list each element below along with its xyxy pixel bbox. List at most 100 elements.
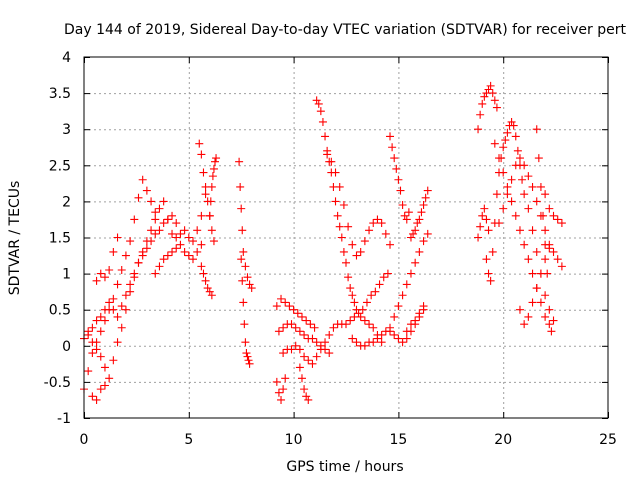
data-point xyxy=(524,172,533,181)
data-point xyxy=(88,323,97,332)
data-point xyxy=(197,240,206,249)
data-point xyxy=(312,338,321,347)
data-point xyxy=(482,215,491,224)
x-tick-label: 15 xyxy=(389,432,407,448)
data-point xyxy=(373,334,382,343)
data-point xyxy=(369,219,378,228)
y-tick-label: 1.5 xyxy=(49,231,71,247)
data-point xyxy=(168,247,177,256)
data-point xyxy=(96,352,105,361)
data-point xyxy=(312,96,321,105)
data-point xyxy=(113,280,122,289)
data-point xyxy=(413,219,422,228)
data-point xyxy=(243,273,252,282)
series-arc-03 xyxy=(88,190,210,404)
data-point xyxy=(323,150,332,159)
data-point xyxy=(151,208,160,217)
data-point xyxy=(499,168,508,177)
data-point xyxy=(207,182,216,191)
data-point xyxy=(117,302,126,311)
data-point xyxy=(88,338,97,347)
data-point xyxy=(520,320,529,329)
data-point xyxy=(484,226,493,235)
data-point xyxy=(100,316,109,325)
data-point xyxy=(168,229,177,238)
data-point xyxy=(377,338,386,347)
data-point xyxy=(295,363,304,372)
data-point xyxy=(394,334,403,343)
data-point xyxy=(241,338,250,347)
data-point xyxy=(392,164,401,173)
data-point xyxy=(515,226,524,235)
y-tick-label: 0.5 xyxy=(49,303,71,319)
data-point xyxy=(541,190,550,199)
data-point xyxy=(360,341,369,350)
data-point xyxy=(503,190,512,199)
data-markers xyxy=(80,81,566,404)
data-point xyxy=(289,305,298,314)
data-point xyxy=(503,128,512,137)
data-point xyxy=(356,247,365,256)
data-point xyxy=(318,117,327,126)
data-point xyxy=(423,229,432,238)
data-point xyxy=(415,309,424,318)
data-point xyxy=(381,229,390,238)
data-point xyxy=(390,330,399,339)
data-point xyxy=(159,197,168,206)
data-point xyxy=(134,193,143,202)
data-point xyxy=(539,211,548,220)
data-point xyxy=(362,298,371,307)
series-arc-28 xyxy=(495,154,566,271)
data-point xyxy=(302,316,311,325)
data-point xyxy=(121,251,130,260)
data-point xyxy=(304,395,313,404)
data-point xyxy=(423,186,432,195)
data-point xyxy=(337,233,346,242)
data-point xyxy=(100,363,109,372)
data-point xyxy=(316,345,325,354)
data-point xyxy=(509,121,518,130)
y-tick-labels: -1 -0.5 0 0.5 1 1.5 2 2.5 3 3.5 4 xyxy=(44,50,71,427)
series-arc-24 xyxy=(474,81,501,134)
data-point xyxy=(316,107,325,116)
data-point xyxy=(117,265,126,274)
data-point xyxy=(134,258,143,267)
data-point xyxy=(344,273,353,282)
data-point xyxy=(406,269,415,278)
series-arc-26 xyxy=(482,117,550,300)
data-point xyxy=(193,226,202,235)
data-point xyxy=(201,190,210,199)
data-point xyxy=(495,154,504,163)
data-point xyxy=(352,251,361,260)
data-point xyxy=(168,211,177,220)
data-point xyxy=(244,356,253,365)
y-tick-label: 3 xyxy=(62,122,71,138)
data-point xyxy=(333,211,342,220)
data-point xyxy=(342,320,350,329)
data-point xyxy=(365,320,374,329)
series-arc-29 xyxy=(532,125,556,336)
data-point xyxy=(88,392,97,401)
data-point xyxy=(211,157,219,166)
data-point xyxy=(306,320,315,329)
data-point xyxy=(147,226,156,235)
data-point xyxy=(172,233,181,242)
data-point xyxy=(536,269,545,278)
data-point xyxy=(281,298,290,307)
data-point xyxy=(394,302,403,311)
data-point xyxy=(545,320,554,329)
data-point xyxy=(109,356,118,365)
data-point xyxy=(105,298,114,307)
data-point xyxy=(109,305,118,314)
x-tick-label: 5 xyxy=(184,432,193,448)
data-point xyxy=(346,316,355,325)
data-point xyxy=(300,330,309,339)
data-point xyxy=(197,150,206,159)
data-point xyxy=(541,240,550,249)
data-point xyxy=(490,139,499,148)
data-point xyxy=(541,255,550,264)
data-point xyxy=(184,233,193,242)
grid xyxy=(84,57,608,418)
data-point xyxy=(411,258,420,267)
series-arc-30 xyxy=(541,190,566,228)
